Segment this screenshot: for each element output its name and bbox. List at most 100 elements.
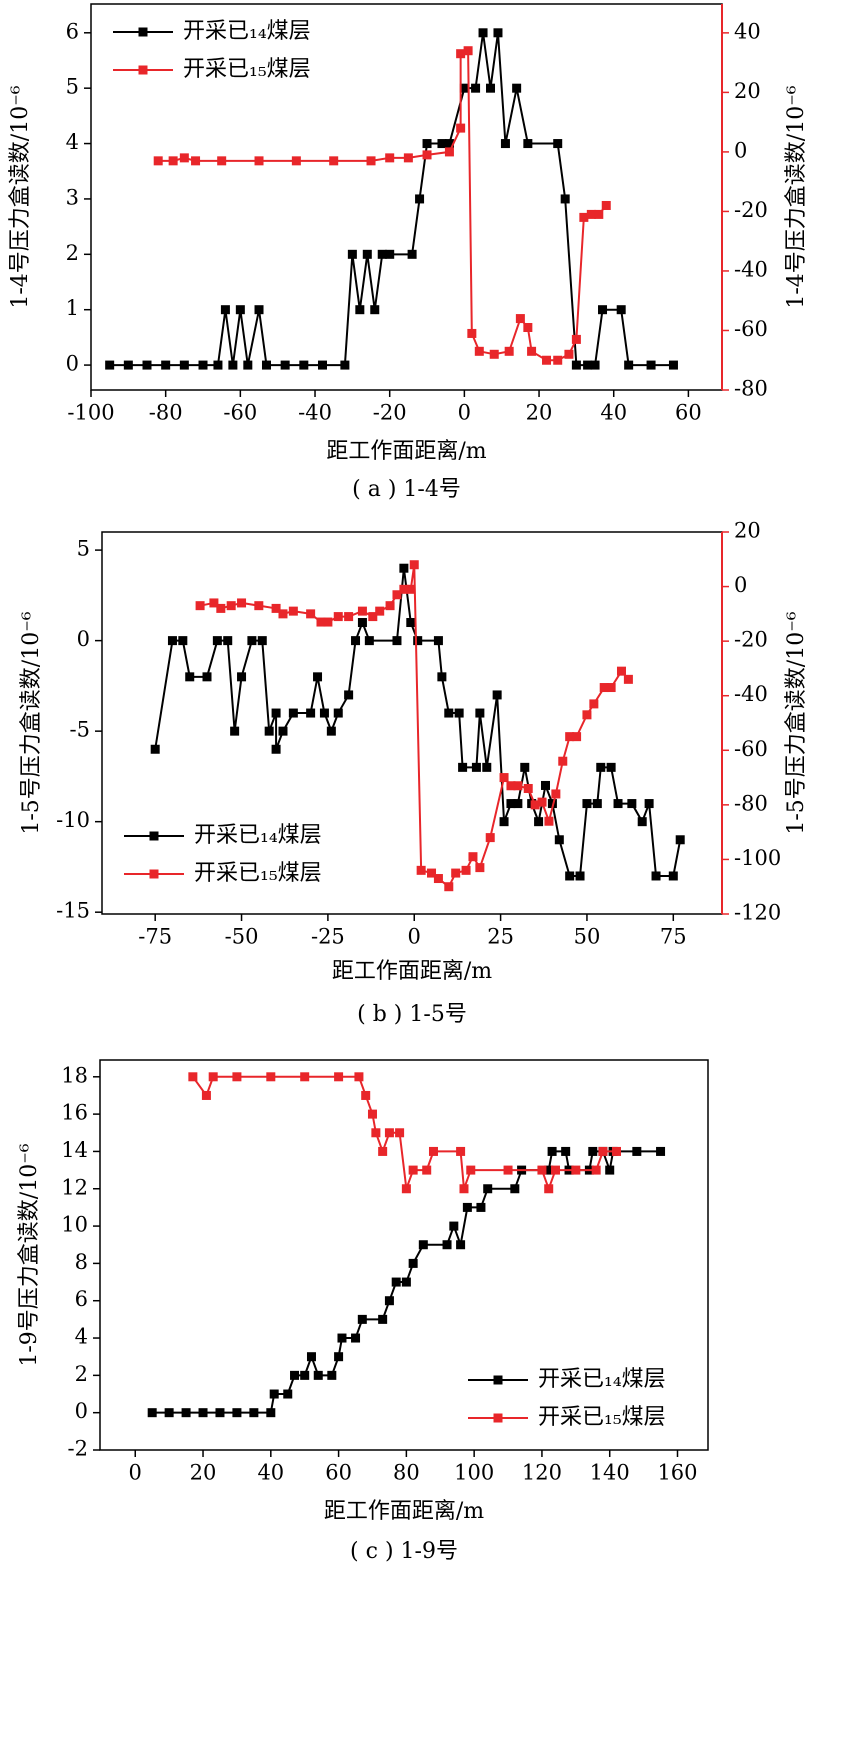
marker <box>540 780 550 790</box>
marker <box>153 156 163 166</box>
marker <box>422 139 432 149</box>
marker <box>334 1072 344 1082</box>
marker <box>181 1408 191 1418</box>
marker <box>195 601 205 611</box>
marker <box>179 360 189 370</box>
marker <box>476 1202 486 1212</box>
marker <box>544 816 554 826</box>
marker <box>456 1146 466 1156</box>
marker <box>493 28 503 38</box>
marker <box>306 609 316 619</box>
marker <box>378 1146 388 1156</box>
marker <box>334 1352 344 1362</box>
legend-marker <box>149 831 159 841</box>
legend-marker <box>149 869 159 879</box>
marker <box>313 1370 323 1380</box>
marker <box>230 726 240 736</box>
y2-tick-label: -60 <box>734 737 768 761</box>
marker <box>188 1072 198 1082</box>
marker <box>142 360 152 370</box>
marker <box>416 865 426 875</box>
marker <box>161 360 171 370</box>
legend-marker <box>138 65 148 75</box>
y2-tick-label: 40 <box>734 19 761 43</box>
marker <box>168 156 178 166</box>
marker <box>209 598 219 608</box>
legend-label: 开采已₁₄煤层 <box>183 19 311 44</box>
y-tick-label: -5 <box>70 718 90 742</box>
y-tick-label: 6 <box>75 1287 88 1311</box>
marker <box>513 799 523 809</box>
y2-tick-label: 20 <box>734 79 761 103</box>
marker <box>213 360 223 370</box>
legend-label: 开采已₁₅煤层 <box>194 861 322 886</box>
marker <box>415 194 425 204</box>
marker <box>261 360 271 370</box>
marker <box>150 744 160 754</box>
marker <box>351 1333 361 1343</box>
marker <box>590 360 600 370</box>
marker <box>105 360 115 370</box>
marker <box>427 868 437 878</box>
marker <box>370 305 380 315</box>
marker <box>191 156 201 166</box>
marker <box>461 865 471 875</box>
x-tick-label: -25 <box>311 925 345 949</box>
marker <box>198 360 208 370</box>
marker <box>596 762 606 772</box>
marker <box>598 305 608 315</box>
marker <box>344 612 354 622</box>
marker <box>459 1184 469 1194</box>
y2-tick-label: -80 <box>734 791 768 815</box>
marker <box>384 1128 394 1138</box>
marker <box>492 690 502 700</box>
marker <box>572 732 582 742</box>
marker <box>605 1165 615 1175</box>
marker <box>482 762 492 772</box>
marker <box>408 1165 418 1175</box>
y-tick-label: 1 <box>66 296 79 320</box>
marker <box>500 139 510 149</box>
marker <box>527 346 537 356</box>
marker <box>499 773 509 783</box>
marker <box>454 708 464 718</box>
marker <box>395 1128 405 1138</box>
marker <box>271 708 281 718</box>
marker <box>437 139 447 149</box>
y-tick-label: 3 <box>66 185 79 209</box>
marker <box>254 305 264 315</box>
marker <box>185 672 195 682</box>
marker <box>271 603 281 613</box>
y2-axis-label: 1-5号压力盒读数/10⁻⁶ <box>784 611 809 834</box>
marker <box>459 83 469 93</box>
marker <box>534 817 544 827</box>
marker <box>606 683 616 693</box>
marker <box>208 1072 218 1082</box>
marker <box>542 355 552 365</box>
marker <box>269 1389 279 1399</box>
x-tick-label: -80 <box>149 401 183 425</box>
marker <box>278 609 288 619</box>
marker <box>583 360 593 370</box>
marker <box>385 249 395 259</box>
marker <box>217 156 227 166</box>
marker <box>475 863 485 873</box>
marker <box>354 1072 364 1082</box>
x-axis-label: 距工作面距离/m <box>326 439 486 464</box>
marker <box>329 156 339 166</box>
caption: ( c ) 1-9号 <box>350 1539 458 1564</box>
y-tick-label: 14 <box>61 1138 88 1162</box>
y-tick-label: 10 <box>61 1213 88 1237</box>
marker <box>409 560 419 570</box>
marker <box>422 1165 432 1175</box>
marker <box>147 1408 157 1418</box>
marker <box>571 1165 581 1175</box>
marker <box>319 708 329 718</box>
y-tick-label: 4 <box>66 130 79 154</box>
marker <box>391 1277 401 1287</box>
marker <box>288 708 298 718</box>
y-tick-label: -15 <box>56 899 90 923</box>
marker <box>271 744 281 754</box>
marker <box>598 1146 608 1156</box>
marker <box>579 212 589 222</box>
